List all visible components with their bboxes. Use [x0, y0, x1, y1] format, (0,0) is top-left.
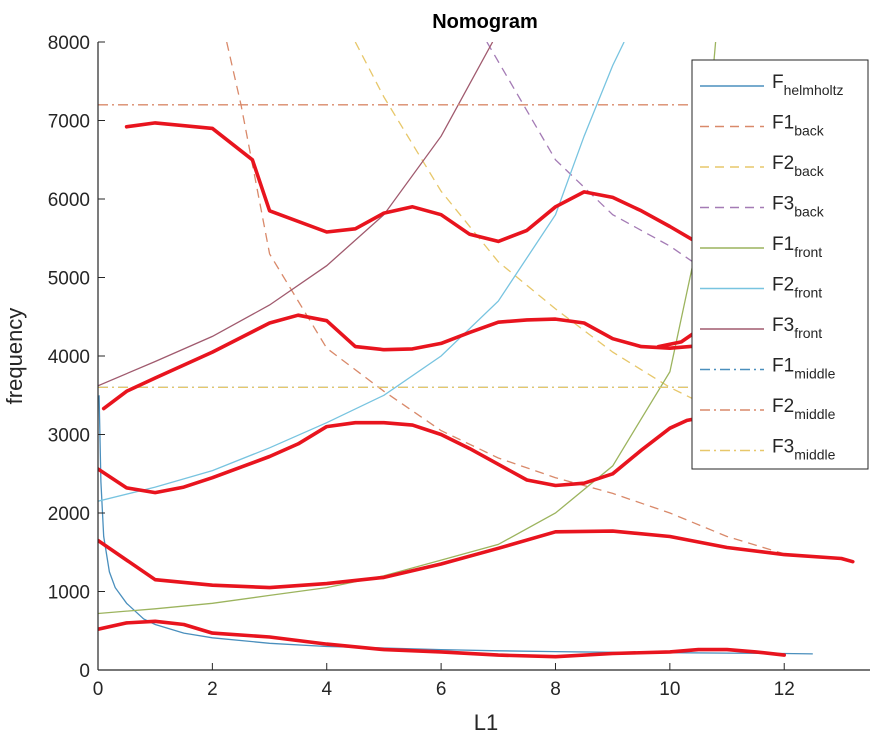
legend-label: F3middle	[772, 437, 836, 463]
y-tick-label: 3000	[48, 426, 90, 447]
legend-label: F3front	[772, 315, 822, 341]
x-tick-label: 4	[321, 679, 332, 700]
series-line-3	[486, 42, 699, 267]
chart-title: Nomogram	[432, 11, 538, 33]
y-tick-label: 1000	[48, 583, 90, 604]
series-line-6	[98, 42, 494, 387]
legend-label: F1back	[772, 113, 825, 139]
y-tick-label: 7000	[48, 112, 90, 133]
series-line-1	[226, 42, 785, 555]
series-line-4	[98, 42, 717, 615]
legend-label: F3back	[772, 194, 825, 220]
legend-label: F2middle	[772, 396, 836, 422]
y-tick-label: 6000	[48, 190, 90, 211]
x-tick-label: 6	[436, 679, 447, 700]
y-axis-label: frequency	[2, 308, 27, 405]
x-tick-label: 8	[550, 679, 561, 700]
legend-label: F1front	[772, 234, 822, 260]
y-tick-label: 0	[79, 661, 90, 682]
annotation-curve-4	[98, 529, 855, 590]
legend: Fhelmholtz F1back F2back F3back F1front F2fro…	[691, 59, 869, 470]
legend-label: F1middle	[772, 356, 836, 382]
model-curves	[98, 42, 870, 655]
y-tick-label: 4000	[48, 347, 90, 368]
x-tick-label: 12	[774, 679, 795, 700]
y-tick-label: 5000	[48, 269, 90, 290]
series-line-5	[98, 42, 625, 502]
legend-label: F2front	[772, 275, 822, 301]
x-tick-label: 0	[93, 679, 104, 700]
legend-box	[691, 59, 869, 470]
annotation-curve-3	[98, 415, 706, 495]
annotation-curve-0	[124, 121, 695, 244]
x-tick-label: 10	[659, 679, 680, 700]
legend-label: F2back	[772, 153, 825, 179]
y-tick-label: 2000	[48, 504, 90, 525]
formant-annotations	[98, 121, 855, 659]
legend-label: Fhelmholtz	[772, 72, 844, 98]
y-tick-label: 8000	[48, 33, 90, 54]
annotation-curve-5	[98, 619, 786, 659]
axes: 0 1000 2000 3000 4000 5000 6000 7000 8000 0 2 4 6 8 10…	[48, 33, 870, 700]
x-axis-label: L1	[474, 710, 498, 735]
annotation-curve-1	[101, 313, 701, 411]
series-line-2	[354, 42, 699, 403]
x-tick-label: 2	[207, 679, 218, 700]
